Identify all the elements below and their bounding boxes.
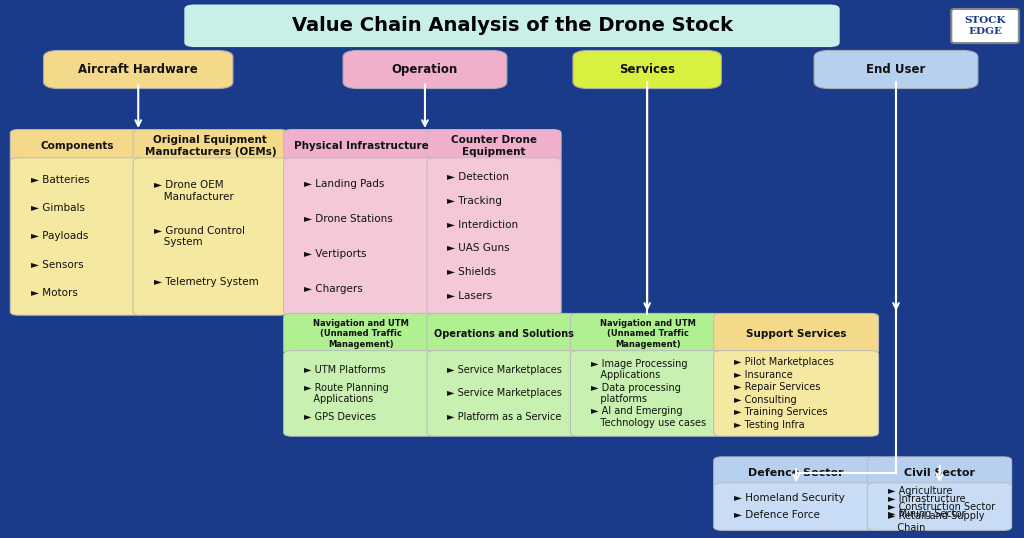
Text: ► Tracking: ► Tracking [447, 196, 503, 206]
FancyBboxPatch shape [133, 130, 288, 162]
Text: ► Service Marketplaces: ► Service Marketplaces [447, 365, 562, 374]
Text: ► AI and Emerging
   Technology use cases: ► AI and Emerging Technology use cases [591, 406, 706, 428]
FancyBboxPatch shape [10, 130, 144, 162]
Text: ► UTM Platforms: ► UTM Platforms [304, 365, 386, 374]
Text: ► Defence Force: ► Defence Force [734, 511, 820, 520]
FancyBboxPatch shape [714, 351, 879, 436]
Text: ► Drone Stations: ► Drone Stations [304, 214, 393, 224]
FancyBboxPatch shape [427, 351, 582, 436]
FancyBboxPatch shape [133, 158, 288, 315]
FancyBboxPatch shape [867, 483, 1012, 530]
FancyBboxPatch shape [573, 51, 721, 89]
Text: Physical Infrastructure: Physical Infrastructure [294, 141, 428, 151]
Text: Original Equipment
Manufacturers (OEMs): Original Equipment Manufacturers (OEMs) [144, 136, 276, 157]
FancyBboxPatch shape [343, 51, 507, 89]
FancyBboxPatch shape [284, 158, 438, 315]
FancyBboxPatch shape [284, 313, 438, 354]
FancyBboxPatch shape [427, 158, 561, 315]
Text: ► Payloads: ► Payloads [31, 231, 88, 242]
Text: ► Testing Infra: ► Testing Infra [734, 420, 805, 429]
FancyBboxPatch shape [867, 457, 1012, 489]
FancyBboxPatch shape [714, 457, 879, 489]
Text: ► Landing Pads: ► Landing Pads [304, 179, 384, 189]
Text: ► Pilot Marketplaces: ► Pilot Marketplaces [734, 357, 835, 367]
Text: ► Service Marketplaces: ► Service Marketplaces [447, 388, 562, 399]
Text: ► Agriculture: ► Agriculture [888, 486, 952, 497]
FancyBboxPatch shape [814, 51, 978, 89]
Text: ► Repair Services: ► Repair Services [734, 382, 820, 392]
Text: ► Telemetry System: ► Telemetry System [154, 277, 258, 287]
Text: ► Construction Sector: ► Construction Sector [888, 501, 995, 512]
FancyBboxPatch shape [44, 51, 233, 89]
Text: ► Batteries: ► Batteries [31, 175, 89, 185]
Text: ► GPS Devices: ► GPS Devices [304, 412, 376, 422]
Text: ► Sensors: ► Sensors [31, 260, 83, 270]
Text: Navigation and UTM
(Unnamed Traffic
Management): Navigation and UTM (Unnamed Traffic Mana… [600, 319, 695, 349]
Text: ► UAS Guns: ► UAS Guns [447, 243, 510, 253]
Text: ► Interdiction: ► Interdiction [447, 220, 518, 230]
Text: Operations and Solutions: Operations and Solutions [434, 329, 574, 339]
Text: ► Platform as a Service: ► Platform as a Service [447, 412, 562, 422]
Text: ► Shields: ► Shields [447, 267, 497, 277]
Text: ► Retail and Supply
   Chain: ► Retail and Supply Chain [888, 511, 984, 533]
Text: ► Chargers: ► Chargers [304, 284, 362, 294]
FancyBboxPatch shape [570, 313, 725, 354]
FancyBboxPatch shape [714, 483, 879, 530]
Text: ► Vertiports: ► Vertiports [304, 249, 367, 259]
Text: ► Mining Sector: ► Mining Sector [888, 509, 966, 519]
Text: ► Route Planning
   Applications: ► Route Planning Applications [304, 383, 389, 404]
FancyBboxPatch shape [184, 4, 840, 47]
Text: Support Services: Support Services [745, 329, 847, 339]
Text: ► Ground Control
   System: ► Ground Control System [154, 226, 245, 247]
Text: ► Motors: ► Motors [31, 288, 78, 298]
Text: Services: Services [620, 63, 675, 76]
Text: ► Drone OEM
   Manufacturer: ► Drone OEM Manufacturer [154, 180, 233, 202]
Text: ► Data processing
   platforms: ► Data processing platforms [591, 383, 681, 404]
FancyBboxPatch shape [714, 313, 879, 354]
Text: ► Gimbals: ► Gimbals [31, 203, 85, 213]
Text: End User: End User [866, 63, 926, 76]
Text: ► Training Services: ► Training Services [734, 407, 827, 417]
Text: Defence Sector: Defence Sector [749, 468, 844, 478]
Text: STOCK
EDGE: STOCK EDGE [965, 16, 1006, 36]
Text: ► Infrastructure: ► Infrastructure [888, 494, 966, 504]
Text: Value Chain Analysis of the Drone Stock: Value Chain Analysis of the Drone Stock [292, 16, 732, 35]
Text: Operation: Operation [392, 63, 458, 76]
FancyBboxPatch shape [570, 351, 725, 436]
Text: Navigation and UTM
(Unnamed Traffic
Management): Navigation and UTM (Unnamed Traffic Mana… [313, 319, 409, 349]
Text: ► Image Processing
   Applications: ► Image Processing Applications [591, 359, 687, 380]
Text: ► Homeland Security: ► Homeland Security [734, 493, 845, 503]
Text: ► Lasers: ► Lasers [447, 291, 493, 301]
Text: ► Detection: ► Detection [447, 172, 510, 182]
Text: ► Consulting: ► Consulting [734, 395, 797, 405]
FancyBboxPatch shape [284, 351, 438, 436]
FancyBboxPatch shape [284, 130, 438, 162]
FancyBboxPatch shape [10, 158, 144, 315]
Text: Aircraft Hardware: Aircraft Hardware [79, 63, 198, 76]
Text: Components: Components [41, 141, 114, 151]
FancyBboxPatch shape [427, 130, 561, 162]
Text: Civil Sector: Civil Sector [904, 468, 975, 478]
FancyBboxPatch shape [951, 9, 1019, 43]
Text: Counter Drone
Equipment: Counter Drone Equipment [452, 136, 537, 157]
Text: ► Insurance: ► Insurance [734, 370, 793, 380]
FancyBboxPatch shape [427, 313, 582, 354]
